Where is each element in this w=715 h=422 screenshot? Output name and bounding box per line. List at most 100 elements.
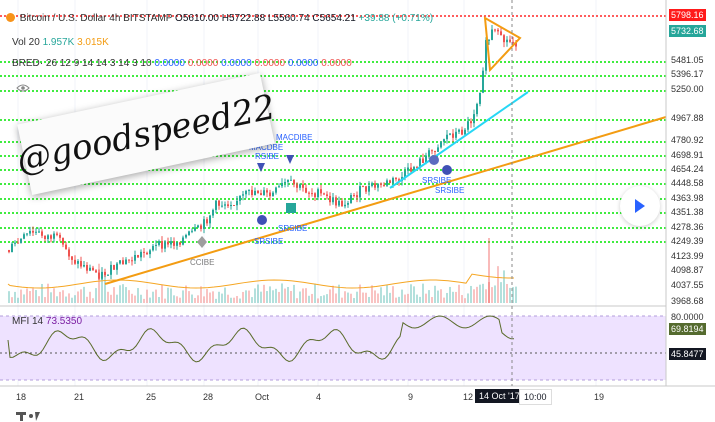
volume-bar [281, 283, 283, 303]
candle-body [143, 251, 145, 253]
candle-body [44, 235, 46, 240]
high-value: H5722.88 [221, 13, 266, 24]
candle-body [332, 197, 334, 203]
volume-bar [293, 284, 295, 303]
candle-body [338, 200, 340, 206]
price-label-9: 4363.98 [671, 193, 704, 203]
volume-bar [509, 287, 511, 303]
volume-bar [167, 287, 169, 303]
eye-icon[interactable] [16, 83, 30, 93]
volume-bar [461, 295, 463, 303]
volume-bar [296, 298, 298, 303]
candle-body [179, 242, 181, 245]
volume-label: Vol 20 [12, 37, 40, 48]
candle-body [284, 181, 286, 184]
volume-bar [266, 291, 268, 303]
volume-bar [146, 289, 148, 303]
volume-bar [68, 293, 70, 303]
volume-bar [62, 290, 64, 303]
symbol-name: Bitcoin / U.S. Dollar [19, 13, 107, 24]
volume-bar [131, 293, 133, 303]
volume-bar [386, 284, 388, 303]
volume-bar [26, 288, 28, 303]
candle-body [149, 250, 151, 255]
volume-bar [413, 286, 415, 303]
candle-body [455, 131, 457, 138]
bred-value-3: 0.0000 [221, 58, 252, 69]
volume-bar [116, 294, 118, 303]
candle-body [71, 256, 73, 260]
candle-body [11, 243, 13, 253]
volume-bar [458, 284, 460, 303]
candle-body [350, 195, 352, 203]
volume-bar [212, 291, 214, 303]
volume-bar [113, 287, 115, 303]
candle-body [482, 70, 484, 93]
price-label-11: 4278.36 [671, 222, 704, 232]
candle-body [29, 230, 31, 234]
candle-body [194, 227, 196, 231]
volume-bar [344, 291, 346, 303]
volume-bar [515, 286, 517, 303]
candle-body [47, 235, 49, 240]
symbol-legend[interactable]: Bitcoin / U.S. Dollar 4h BITSTAMP O5610.… [6, 13, 433, 24]
bred-legend[interactable]: BRED· 26 12 9 14 14 3 14 3 10 0.0000 0.0… [12, 58, 352, 69]
candle-body [245, 190, 247, 195]
candle-body [8, 250, 10, 253]
candle-body [110, 264, 112, 275]
candle-body [32, 230, 34, 233]
candle-body [83, 264, 85, 267]
candle-body [77, 261, 79, 264]
candle-body [389, 180, 391, 184]
date-label-21: 21 [74, 392, 85, 402]
date-label-19: 19 [594, 392, 605, 402]
volume-bar [272, 290, 274, 303]
volume-bar [50, 292, 52, 303]
candle-body [299, 184, 301, 188]
volume-bar [197, 295, 199, 303]
candle-body [35, 231, 37, 233]
volume-bar [368, 296, 370, 303]
candle-body [167, 241, 169, 245]
candle-body [341, 200, 343, 207]
volume-bar [446, 292, 448, 303]
volume-bar [155, 289, 157, 303]
candle-body [485, 40, 487, 71]
crosshair-time: 10:00 [519, 389, 552, 405]
exchange-label: BITSTAMP [123, 13, 173, 24]
date-label-18: 18 [16, 392, 27, 402]
annot-srsibe-3: SRSIBE [422, 176, 452, 185]
volume-bar [431, 297, 433, 303]
volume-legend[interactable]: Vol 20 1.957K 3.015K [12, 37, 109, 48]
volume-bar [479, 284, 481, 303]
volume-bar [98, 263, 100, 303]
candle-body [458, 129, 460, 132]
candle-body [191, 230, 193, 232]
mfi-legend[interactable]: MFI 14 73.5350 [12, 316, 82, 327]
volume-bar [323, 295, 325, 303]
volume-bar [254, 288, 256, 303]
volume-bar [269, 286, 271, 303]
volume-bar [380, 287, 382, 303]
candle-body [407, 167, 409, 171]
volume-bar [467, 293, 469, 303]
candle-body [434, 151, 436, 153]
scroll-right-button[interactable] [620, 186, 660, 226]
volume-bar [359, 284, 361, 303]
candle-body [230, 204, 232, 207]
candle-body [386, 180, 388, 186]
candle-body [281, 183, 283, 187]
volume-bar [377, 293, 379, 303]
volume-bar [452, 291, 454, 303]
candle-body [224, 204, 226, 206]
volume-bar [200, 286, 202, 303]
candle-body [161, 241, 163, 249]
volume-bar [176, 296, 178, 303]
candle-body [272, 192, 274, 197]
volume-bar [23, 294, 25, 303]
volume-bar [209, 292, 211, 303]
triangle-pattern [483, 16, 522, 73]
volume-bar [422, 283, 424, 303]
annot-rsibe: RSIBE [255, 152, 280, 161]
